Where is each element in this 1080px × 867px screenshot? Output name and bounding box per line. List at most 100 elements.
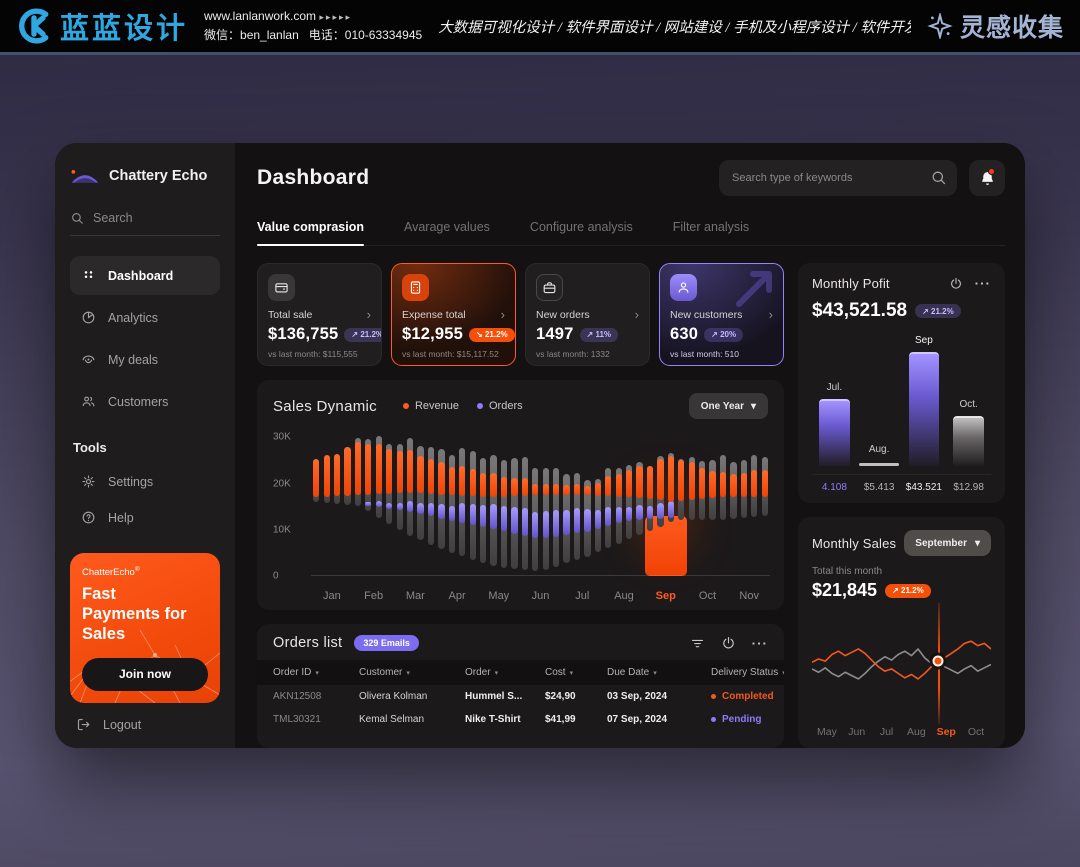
app-logo-icon — [71, 170, 99, 183]
profit-bar-column: Oct. — [946, 346, 991, 466]
column-header[interactable]: Order ID ▾ — [273, 667, 359, 678]
promo-card: ChatterEcho® Fast Payments for Sales Joi… — [70, 553, 220, 703]
filter-icon[interactable] — [690, 636, 705, 651]
y-tick-label: 10K — [273, 524, 291, 536]
sidebar-search-input[interactable] — [93, 211, 193, 225]
x-tick-label: Apr — [448, 590, 466, 602]
order-cell: Nike T-Shirt — [465, 714, 521, 725]
chart-bar — [509, 428, 519, 576]
stat-card-new-customers[interactable]: New customers › 630 ↗ 20% vs last month:… — [659, 263, 784, 366]
table-row[interactable]: AKN12508 Olivera Kolman Hummel S... $24,90 0… — [257, 685, 784, 708]
wallet-icon — [268, 274, 295, 301]
chevron-right-icon[interactable]: › — [366, 307, 371, 322]
legend-label-orders: Orders — [488, 400, 523, 412]
profit-bar-value: 4.108 — [821, 482, 847, 493]
column-header[interactable]: Delivery Status▾ — [711, 667, 784, 678]
delivery-status-cell: Completed — [711, 691, 784, 702]
chart-bar — [499, 428, 509, 576]
monthly-sales-svg — [812, 609, 991, 720]
monthly-profit-values: 4.108 $5.413 $43.521 $12.98 — [812, 474, 991, 493]
stat-card-expense-total[interactable]: Expense total › $12,955 ↘ 21.2% vs last … — [391, 263, 516, 366]
sidebar-item-analytics[interactable]: Analytics — [70, 298, 220, 337]
stat-card-total-sale[interactable]: Total sale › $136,755 ↗ 21.2% vs last mo… — [257, 263, 382, 366]
sparkle-icon — [927, 13, 953, 39]
chart-bar — [655, 428, 665, 576]
export-icon[interactable] — [721, 636, 736, 651]
pie-chart-icon — [82, 311, 95, 324]
export-icon[interactable] — [949, 277, 963, 291]
banner-services: 大数据可视化设计 / 软件界面设计 / 网站建设 / 手机及小程序设计 / 软件… — [438, 19, 911, 36]
column-header[interactable]: Customer ▾ — [359, 667, 465, 678]
more-icon[interactable]: ··· — [974, 276, 991, 291]
sidebar-item-label: Help — [108, 510, 134, 525]
sales-line-current — [812, 641, 991, 679]
sales-dynamic-plot — [311, 428, 770, 576]
banner-website: www.lanlanwork.com — [204, 8, 317, 23]
sidebar-item-label: Customers — [108, 394, 169, 409]
sidebar-item-label: Dashboard — [108, 268, 174, 283]
join-now-button[interactable]: Join now — [82, 657, 208, 691]
sort-caret-icon: ▾ — [569, 669, 574, 677]
column-header-label: Customer — [359, 667, 403, 678]
stat-subtext: vs last month: $115,555 — [268, 349, 358, 359]
sort-caret-icon: ▾ — [494, 669, 499, 677]
app-name: Chattery Echo — [109, 168, 208, 184]
profit-bar-month-label: Sep — [914, 335, 933, 346]
header-search[interactable] — [719, 160, 957, 196]
logout-button[interactable]: Logout — [70, 711, 220, 734]
tab-avarage-values[interactable]: Avarage values — [403, 220, 490, 234]
sidebar-search[interactable] — [70, 211, 220, 236]
column-header[interactable]: Order ▾ — [465, 667, 545, 678]
chart-bar — [749, 428, 759, 576]
sidebar-item-help[interactable]: Help — [70, 501, 220, 534]
profit-bar — [819, 398, 850, 466]
sidebar: Chattery Echo Dashboard Analytics — [55, 143, 235, 748]
search-icon[interactable] — [930, 169, 947, 186]
chart-bar — [645, 428, 655, 576]
chart-bar — [311, 428, 321, 576]
stat-card-new-orders[interactable]: New orders › 1497 ↗ 11% vs last month: 1… — [525, 263, 650, 366]
growth-arrow-graphic — [736, 271, 772, 307]
chart-bar — [634, 428, 644, 576]
chevron-right-icon[interactable]: › — [634, 307, 639, 322]
sidebar-item-settings[interactable]: Settings — [70, 465, 220, 498]
status-dot — [711, 694, 716, 699]
sidebar-item-customers[interactable]: Customers — [70, 382, 220, 421]
notifications-button[interactable] — [969, 160, 1005, 196]
column-header[interactable]: Cost ▾ — [545, 667, 607, 678]
chart-bar — [321, 428, 331, 576]
tab-configure-analysis[interactable]: Configure analysis — [529, 220, 633, 234]
stats-row: Total sale › $136,755 ↗ 21.2% vs last mo… — [257, 263, 784, 366]
table-row[interactable]: TML30321 Kemal Selman Nike T-Shirt $41,99 07… — [257, 708, 784, 731]
tab-filter-analysis[interactable]: Filter analysis — [672, 220, 750, 234]
chart-bar — [582, 428, 592, 576]
sidebar-item-my-deals[interactable]: My deals — [70, 340, 220, 379]
sidebar-item-dashboard[interactable]: Dashboard — [70, 256, 220, 295]
profit-bar-value: $43.521 — [905, 482, 942, 493]
range-select[interactable]: One Year ▾ — [688, 393, 768, 419]
chevron-right-icon[interactable]: › — [768, 307, 773, 322]
brand-logo: 蓝蓝设计 — [16, 5, 188, 47]
chart-bar — [718, 428, 728, 576]
sidebar-item-label: Analytics — [108, 310, 159, 325]
month-select[interactable]: September ▾ — [904, 530, 991, 556]
more-icon[interactable]: ··· — [751, 635, 768, 651]
status-label: Pending — [722, 714, 762, 725]
trend-badge: ↗ 21.2% — [885, 583, 931, 598]
profit-bar-column: Aug. — [857, 346, 902, 466]
legend-label-revenue: Revenue — [414, 400, 459, 412]
x-tick-label: Sep — [936, 726, 956, 738]
header-search-input[interactable] — [719, 160, 957, 196]
x-tick-label: Aug — [907, 726, 926, 738]
chevron-right-icon[interactable]: › — [500, 307, 505, 322]
gear-icon — [82, 475, 95, 488]
tab-value-comprasion[interactable]: Value comprasion — [257, 220, 364, 246]
stat-value: 1497 — [536, 325, 574, 343]
profit-bar — [908, 352, 940, 466]
monthly-sales-x-axis: May Jun Jul Aug Sep Oct — [812, 726, 991, 740]
chart-bar — [687, 428, 697, 576]
help-icon — [82, 511, 95, 524]
column-header[interactable]: Due Date ▾ — [607, 667, 711, 678]
chart-bar — [436, 428, 446, 576]
logout-label: Logout — [103, 717, 142, 732]
